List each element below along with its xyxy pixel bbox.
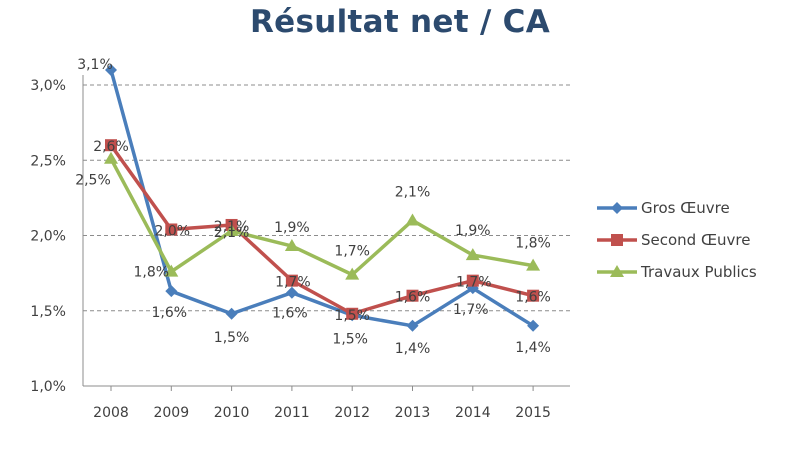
- data-label: 1,8%: [515, 236, 551, 252]
- x-tick-label: 2009: [153, 405, 189, 421]
- data-label: 2,1%: [395, 184, 431, 200]
- y-tick-label: 1,5%: [30, 304, 66, 320]
- legend-marker: [610, 265, 624, 277]
- data-label: 1,4%: [515, 340, 551, 356]
- data-label: 1,6%: [395, 290, 431, 306]
- legend: Gros Œuvre Second Œuvre Travaux Publics: [597, 199, 757, 281]
- x-tick-label: 2014: [455, 405, 491, 421]
- series-line: [109, 69, 535, 328]
- legend-entry: Travaux Publics: [640, 263, 757, 281]
- data-label: 1,7%: [275, 275, 311, 291]
- data-label: 1,7%: [456, 275, 492, 291]
- data-label: 1,9%: [274, 220, 310, 236]
- data-point-marker: [105, 63, 117, 76]
- data-point-marker: [104, 151, 118, 164]
- data-point-marker: [346, 307, 359, 320]
- data-label: 1,6%: [272, 306, 308, 322]
- data-label: 2,5%: [75, 173, 111, 189]
- data-point-marker: [405, 213, 420, 226]
- data-label: 2,6%: [93, 139, 129, 155]
- data-label: 1,5%: [334, 308, 370, 324]
- series-line: [109, 157, 534, 277]
- data-label: 1,6%: [152, 305, 188, 321]
- data-point-marker: [105, 139, 117, 152]
- data-point-marker: [465, 248, 480, 261]
- legend-marker: [611, 234, 623, 246]
- series-lines: [104, 63, 541, 332]
- data-label: 1,4%: [395, 341, 431, 357]
- x-tick-label: 2015: [515, 405, 551, 421]
- x-tick-label: 2008: [93, 405, 129, 421]
- data-point-marker: [165, 285, 178, 298]
- data-point-marker: [164, 264, 179, 277]
- data-point-marker: [225, 307, 238, 320]
- data-label: 3,1%: [77, 57, 113, 73]
- data-label: 1,6%: [515, 290, 551, 306]
- data-point-marker: [285, 274, 298, 287]
- series-line: [109, 144, 534, 316]
- y-tick-label: 2,5%: [30, 153, 66, 169]
- data-label: 1,8%: [134, 265, 170, 281]
- legend-entry: Gros Œuvre: [641, 199, 730, 217]
- data-point-marker: [526, 258, 541, 271]
- data-label: 2,1%: [214, 225, 250, 241]
- data-label: 1,5%: [214, 330, 250, 346]
- x-tick-label: 2012: [334, 405, 370, 421]
- data-label: 1,7%: [334, 244, 370, 260]
- data-point-marker: [285, 286, 298, 299]
- data-label: 2,1%: [214, 219, 250, 235]
- data-label: 1,7%: [453, 302, 489, 318]
- data-point-marker: [345, 267, 360, 280]
- data-point-marker: [224, 223, 239, 236]
- chart-title: Résultat net / CA: [249, 4, 551, 40]
- data-label: 1,5%: [332, 331, 368, 347]
- data-point-marker: [527, 319, 540, 332]
- data-label: 1,9%: [455, 223, 491, 239]
- x-tick-label: 2010: [214, 405, 250, 421]
- data-point-marker: [165, 223, 178, 236]
- y-tick-label: 2,0%: [30, 229, 66, 245]
- x-tick-label: 2013: [395, 405, 431, 421]
- data-point-marker: [406, 289, 419, 302]
- data-point-marker: [406, 319, 419, 332]
- data-point-marker: [284, 239, 299, 252]
- legend-marker: [611, 202, 623, 214]
- x-tick-label: 2011: [274, 405, 310, 421]
- data-point-marker: [466, 274, 479, 287]
- data-label: 2,0%: [155, 223, 191, 239]
- data-labels: 3,1% 1,6% 1,5% 1,6% 1,5% 1,4% 1,7% 1,4% 2,6% 2,0%…: [75, 57, 551, 357]
- legend-entry: Second Œuvre: [641, 231, 750, 249]
- axes: 1,0% 1,5% 2,0% 2,5% 3,0% 2008 2009 2010 2011 2012…: [30, 75, 570, 421]
- y-tick-label: 1,0%: [30, 379, 66, 395]
- data-point-marker: [527, 289, 540, 302]
- y-tick-label: 3,0%: [30, 78, 66, 94]
